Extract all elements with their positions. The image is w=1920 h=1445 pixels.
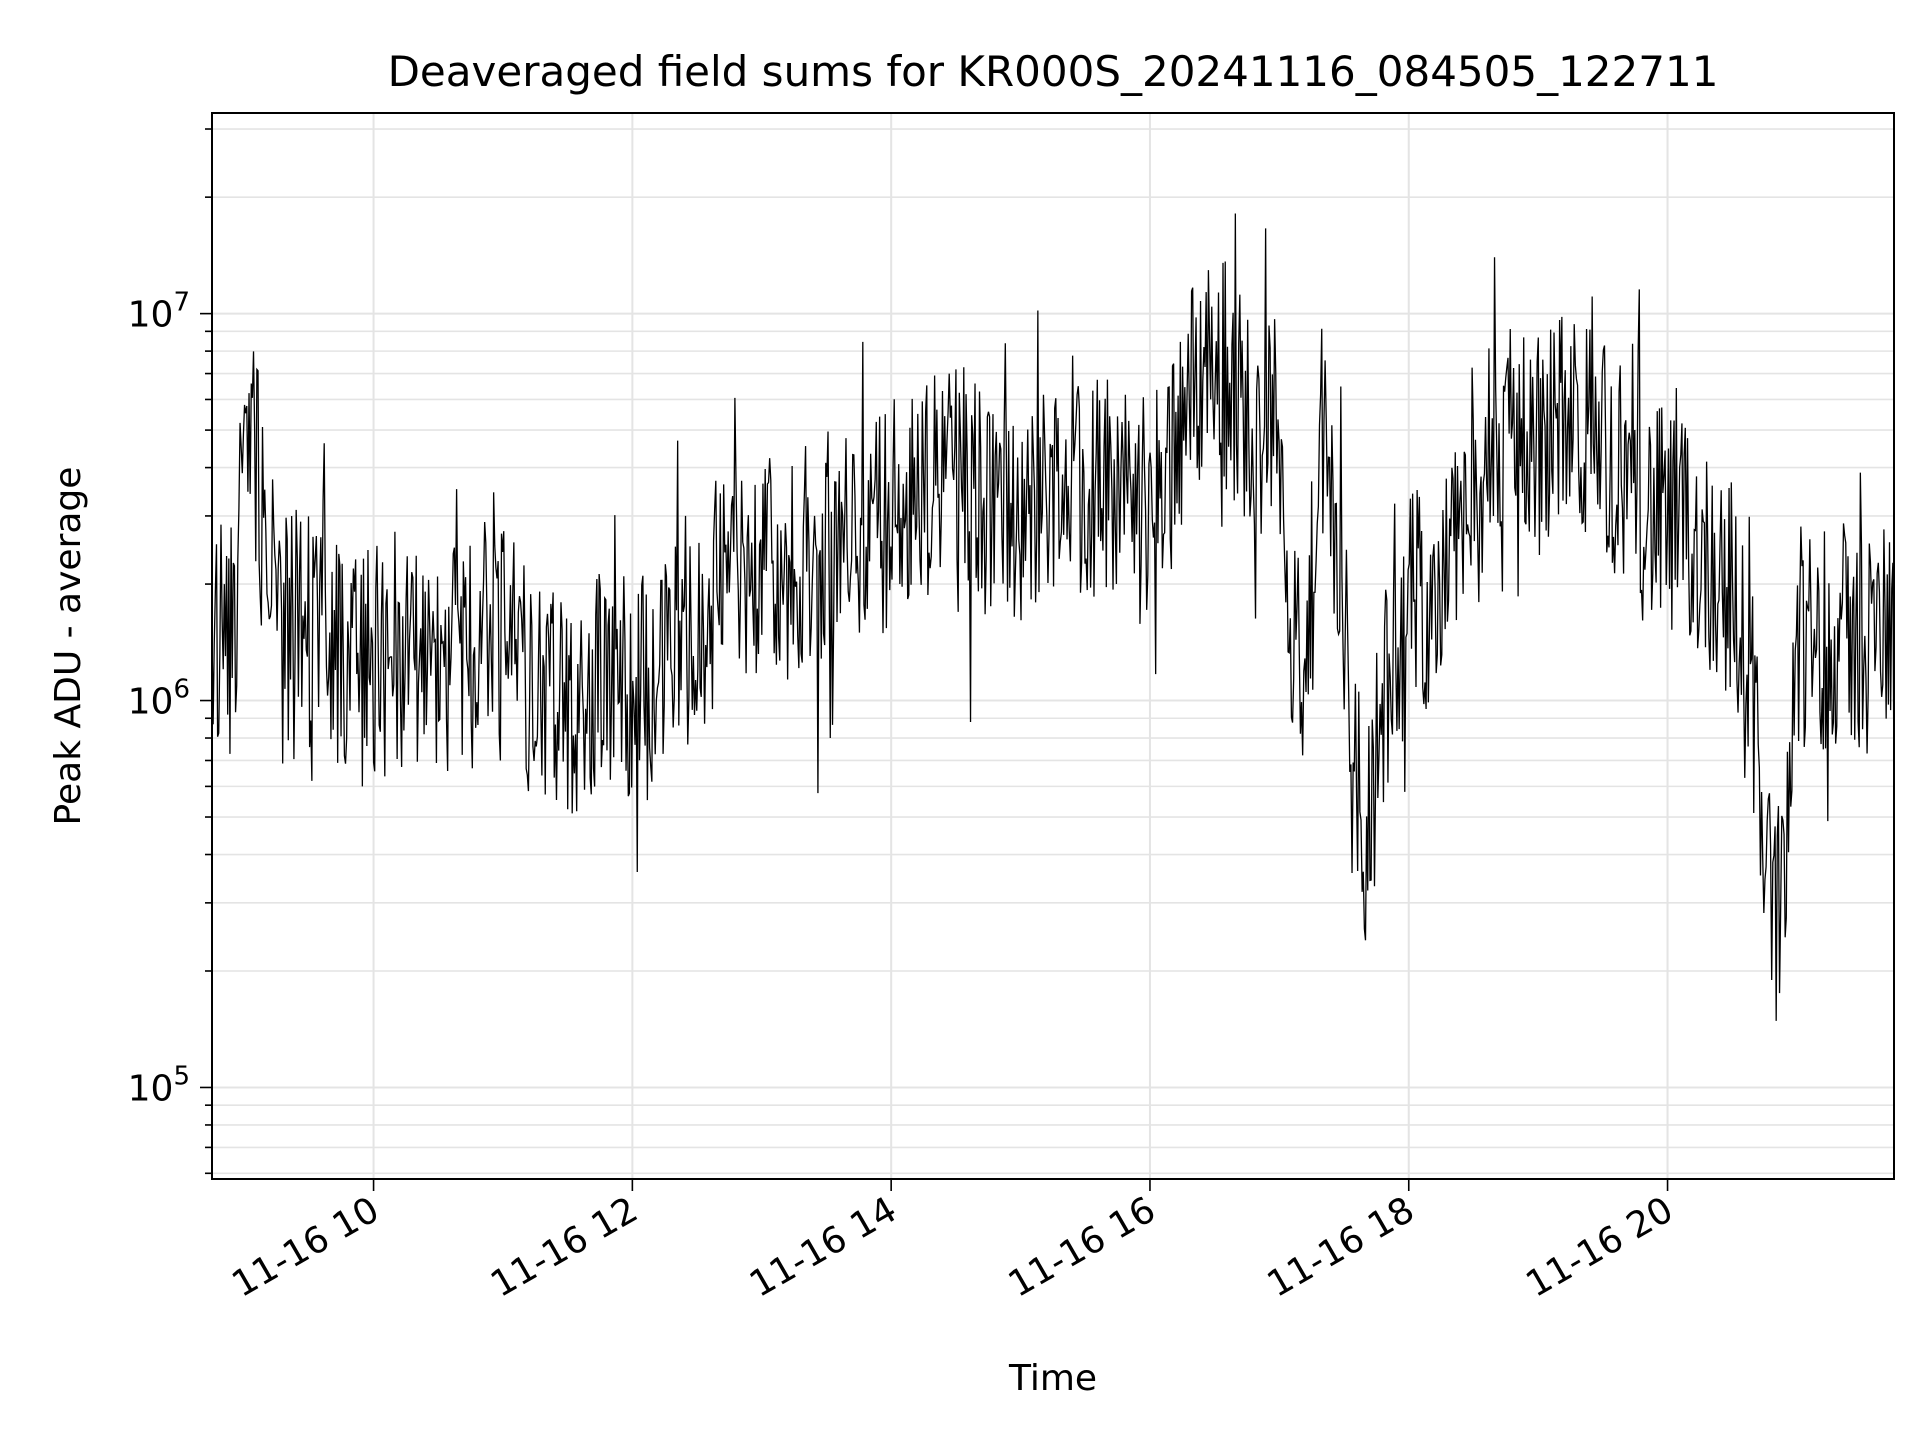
y-axis-label: Peak ADU - average (48, 467, 89, 826)
y-tick-label: 105 (128, 1061, 190, 1109)
y-tick-label: 107 (128, 288, 190, 336)
plot-area (211, 213, 1895, 1021)
series-line (211, 213, 1895, 1021)
y-tick-label: 106 (128, 675, 190, 723)
x-axis-label: Time (1008, 1358, 1097, 1399)
chart-title: Deaveraged field sums for KR000S_2024111… (388, 47, 1719, 96)
axes-frame (211, 112, 1895, 1180)
